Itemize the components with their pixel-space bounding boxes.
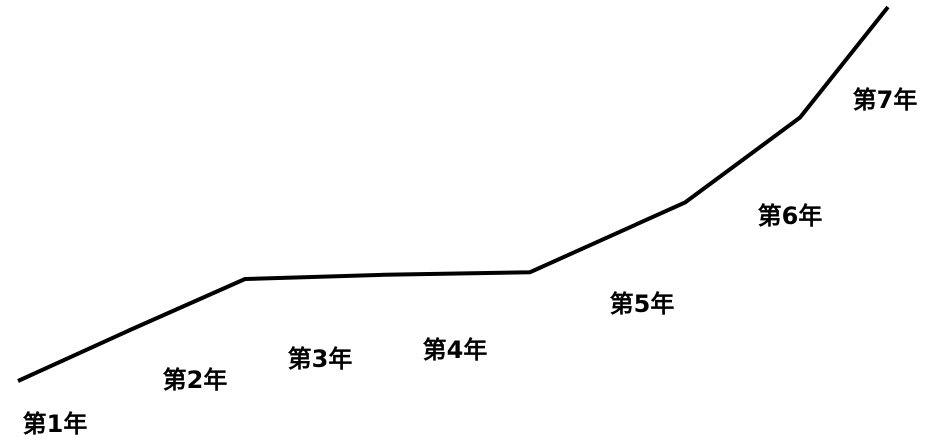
year-label-5: 第5年 xyxy=(610,290,675,318)
year-label-7: 第7年 xyxy=(853,86,918,114)
year-label-6: 第6年 xyxy=(758,202,823,230)
year-label-1: 第1年 xyxy=(23,410,88,438)
year-labels: 第1年 第2年 第3年 第4年 第5年 第6年 第7年 xyxy=(23,86,918,438)
growth-line xyxy=(17,5,890,383)
year-label-3: 第3年 xyxy=(288,345,353,373)
year-label-4: 第4年 xyxy=(423,336,488,364)
year-label-2: 第2年 xyxy=(163,366,228,394)
